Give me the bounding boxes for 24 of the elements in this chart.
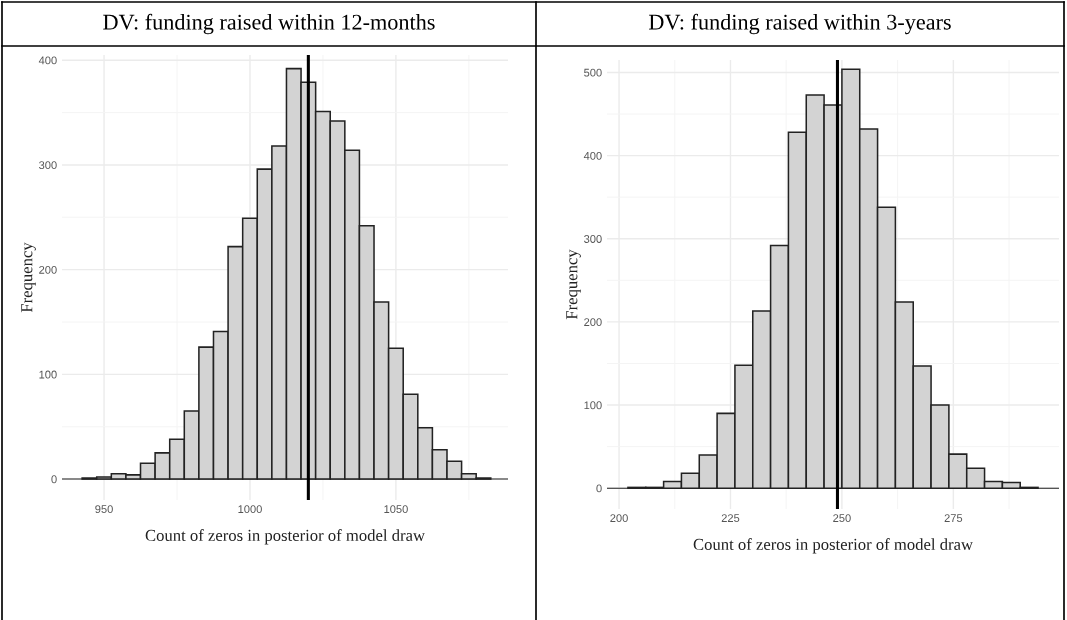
y-tick-label: 100: [39, 370, 57, 379]
y-axis-title: Frequency: [21, 242, 36, 313]
y-tick-label: 200: [584, 318, 602, 327]
y-tick-label: 100: [584, 401, 602, 410]
x-axis-title: Count of zeros in posterior of model draw: [693, 538, 973, 554]
x-tick-label: 275: [944, 514, 963, 523]
x-axis-title: Count of zeros in posterior of model draw: [145, 529, 425, 545]
x-tick-label: 950: [95, 505, 113, 514]
y-tick-label: 300: [39, 161, 57, 170]
y-tick-label: 400: [583, 151, 602, 160]
x-tick-label: 200: [610, 514, 628, 523]
chart-title: DV: funding raised within 3-years: [649, 13, 951, 35]
x-tick-label: 1000: [238, 505, 262, 514]
chart-title: DV: funding raised within 12-months: [103, 13, 435, 35]
x-tick-label: 225: [721, 514, 740, 523]
y-tick-label: 500: [584, 68, 602, 77]
x-tick-label: 1050: [384, 505, 408, 514]
y-tick-label: 400: [38, 56, 57, 65]
y-tick-label: 0: [596, 484, 602, 493]
y-tick-label: 300: [584, 235, 602, 243]
y-tick-label: 0: [51, 475, 57, 484]
y-axis-title: Frequency: [566, 249, 581, 320]
x-tick-label: 250: [833, 514, 851, 523]
y-tick-label: 200: [39, 265, 57, 274]
